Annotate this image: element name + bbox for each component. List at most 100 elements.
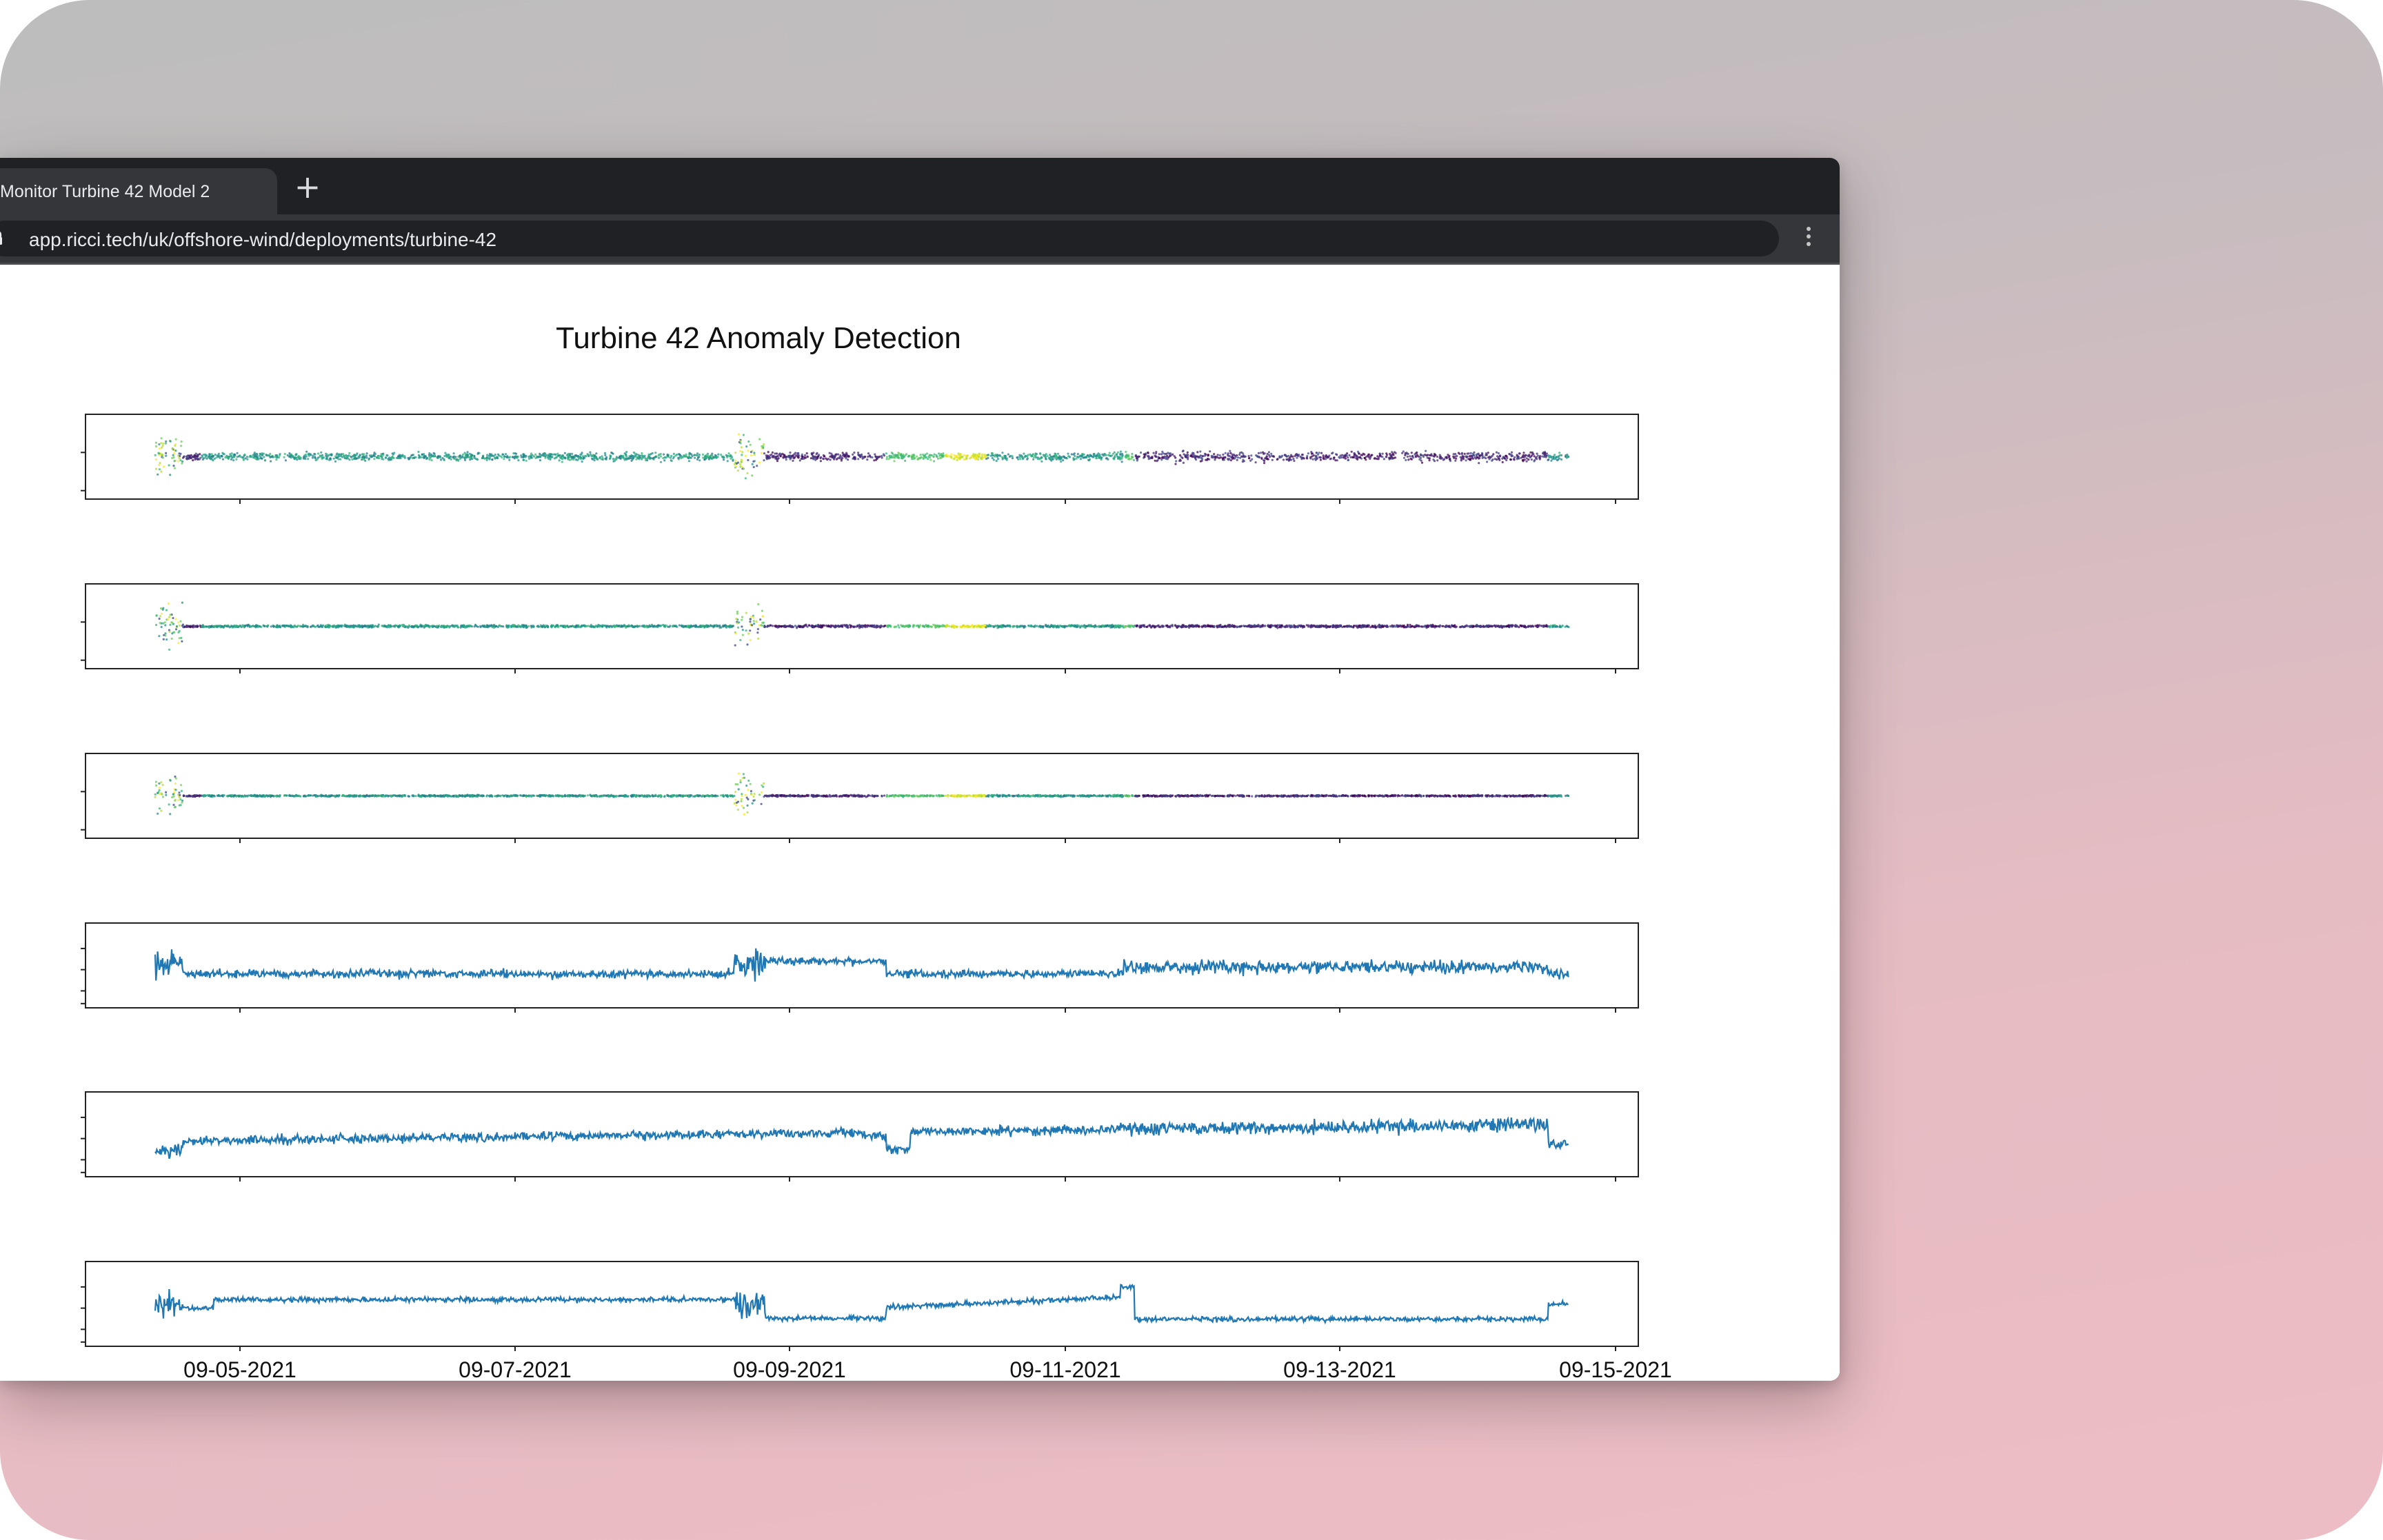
scatter-point	[1032, 453, 1035, 456]
scatter-point	[956, 458, 958, 461]
scatter-point	[1025, 455, 1029, 458]
scatter-point	[428, 454, 431, 456]
scatter-point	[1545, 454, 1548, 457]
scatter-point	[1534, 625, 1537, 627]
scatter-point	[874, 453, 876, 456]
scatter-point	[885, 456, 888, 458]
scatter-point	[306, 626, 309, 629]
scatter-point	[1149, 625, 1152, 627]
scatter-point	[1055, 454, 1058, 457]
scatter-point	[698, 454, 701, 456]
scatter-point	[160, 437, 163, 440]
scatter-point	[907, 625, 910, 629]
tab-title: Monitor Turbine 42 Model 2	[0, 182, 210, 201]
scatter-point	[154, 458, 157, 461]
scatter-point	[343, 456, 346, 459]
scatter-point	[766, 625, 769, 628]
scatter-point	[796, 456, 799, 458]
scatter-point	[1054, 457, 1057, 460]
scatter-point	[165, 440, 168, 443]
scatter-point	[1158, 453, 1160, 456]
scatter-point	[1080, 454, 1083, 457]
scatter-point	[568, 458, 572, 461]
scatter-point	[1506, 456, 1509, 460]
scatter-point	[649, 453, 652, 456]
scatter-point	[1459, 456, 1462, 458]
scatter-point	[1138, 625, 1141, 627]
scatter-point	[643, 454, 646, 457]
scatter-point	[242, 625, 245, 627]
scatter-point	[450, 458, 452, 460]
scatter-point	[794, 625, 796, 627]
scatter-point	[812, 458, 815, 460]
scatter-point	[1263, 462, 1266, 465]
scatter-point	[895, 454, 898, 457]
scatter-point	[1049, 454, 1052, 456]
scatter-point	[788, 625, 791, 627]
scatter-point	[820, 456, 823, 458]
scatter-point	[669, 456, 672, 459]
scatter-point	[1412, 456, 1415, 459]
scatter-point	[1174, 463, 1177, 465]
scatter-point	[935, 454, 938, 456]
scatter-point	[812, 455, 814, 458]
scatter-point	[486, 454, 489, 456]
browser-tab[interactable]: Monitor Turbine 42 Model 2	[0, 168, 277, 214]
scatter-point	[757, 637, 760, 640]
scatter-point	[215, 456, 218, 459]
scatter-point	[803, 625, 806, 627]
scatter-point	[1327, 456, 1330, 458]
scatter-point	[959, 454, 962, 457]
scatter-point	[860, 453, 863, 456]
scatter-point	[694, 456, 696, 459]
address-bar[interactable]: app.ricci.tech/uk/offshore-wind/deployme…	[0, 221, 1779, 256]
scatter-point	[1119, 450, 1122, 453]
scatter-point	[767, 456, 770, 458]
scatter-point	[572, 625, 575, 628]
scatter-point	[917, 625, 921, 628]
scatter-point	[668, 625, 671, 628]
scatter-point	[341, 625, 343, 627]
scatter-point	[1185, 454, 1188, 457]
scatter-point	[259, 452, 261, 455]
scatter-point	[1139, 452, 1143, 454]
scatter-point	[1229, 449, 1231, 452]
scatter-point	[985, 626, 987, 629]
scatter-point	[1067, 455, 1070, 458]
scatter-point	[816, 452, 818, 454]
scatter-point	[1181, 624, 1184, 627]
scatter-point	[382, 454, 385, 456]
scatter-point	[230, 458, 233, 460]
scatter-point	[758, 438, 761, 440]
scatter-point	[1488, 458, 1491, 460]
scatter-point	[907, 455, 910, 458]
scatter-point	[632, 451, 636, 454]
plus-icon[interactable]: +	[294, 168, 321, 205]
scatter-point	[1448, 454, 1451, 458]
scatter-point	[587, 455, 590, 458]
scatter-point	[1060, 460, 1063, 463]
scatter-point	[544, 456, 547, 459]
scatter-point	[755, 620, 758, 623]
scatter-point	[1522, 459, 1525, 462]
scatter-point	[841, 452, 844, 454]
scatter-point	[804, 454, 807, 457]
scatter-point	[893, 625, 896, 628]
more-vert-icon[interactable]	[1798, 223, 1819, 254]
scatter-point	[842, 453, 845, 456]
scatter-point	[463, 452, 466, 454]
scatter-point	[512, 456, 514, 458]
scatter-point	[834, 455, 836, 458]
scatter-point	[1430, 624, 1433, 627]
scatter-point	[659, 455, 663, 458]
scatter-point	[739, 449, 742, 452]
scatter-point	[674, 454, 677, 457]
scatter-point	[1101, 453, 1104, 456]
scatter-point	[536, 625, 539, 628]
scatter-point	[740, 446, 743, 449]
scatter-point	[729, 454, 732, 456]
scatter-point	[399, 454, 402, 457]
scatter-point	[311, 456, 314, 459]
scatter-point	[551, 456, 554, 458]
scatter-point	[825, 624, 828, 627]
